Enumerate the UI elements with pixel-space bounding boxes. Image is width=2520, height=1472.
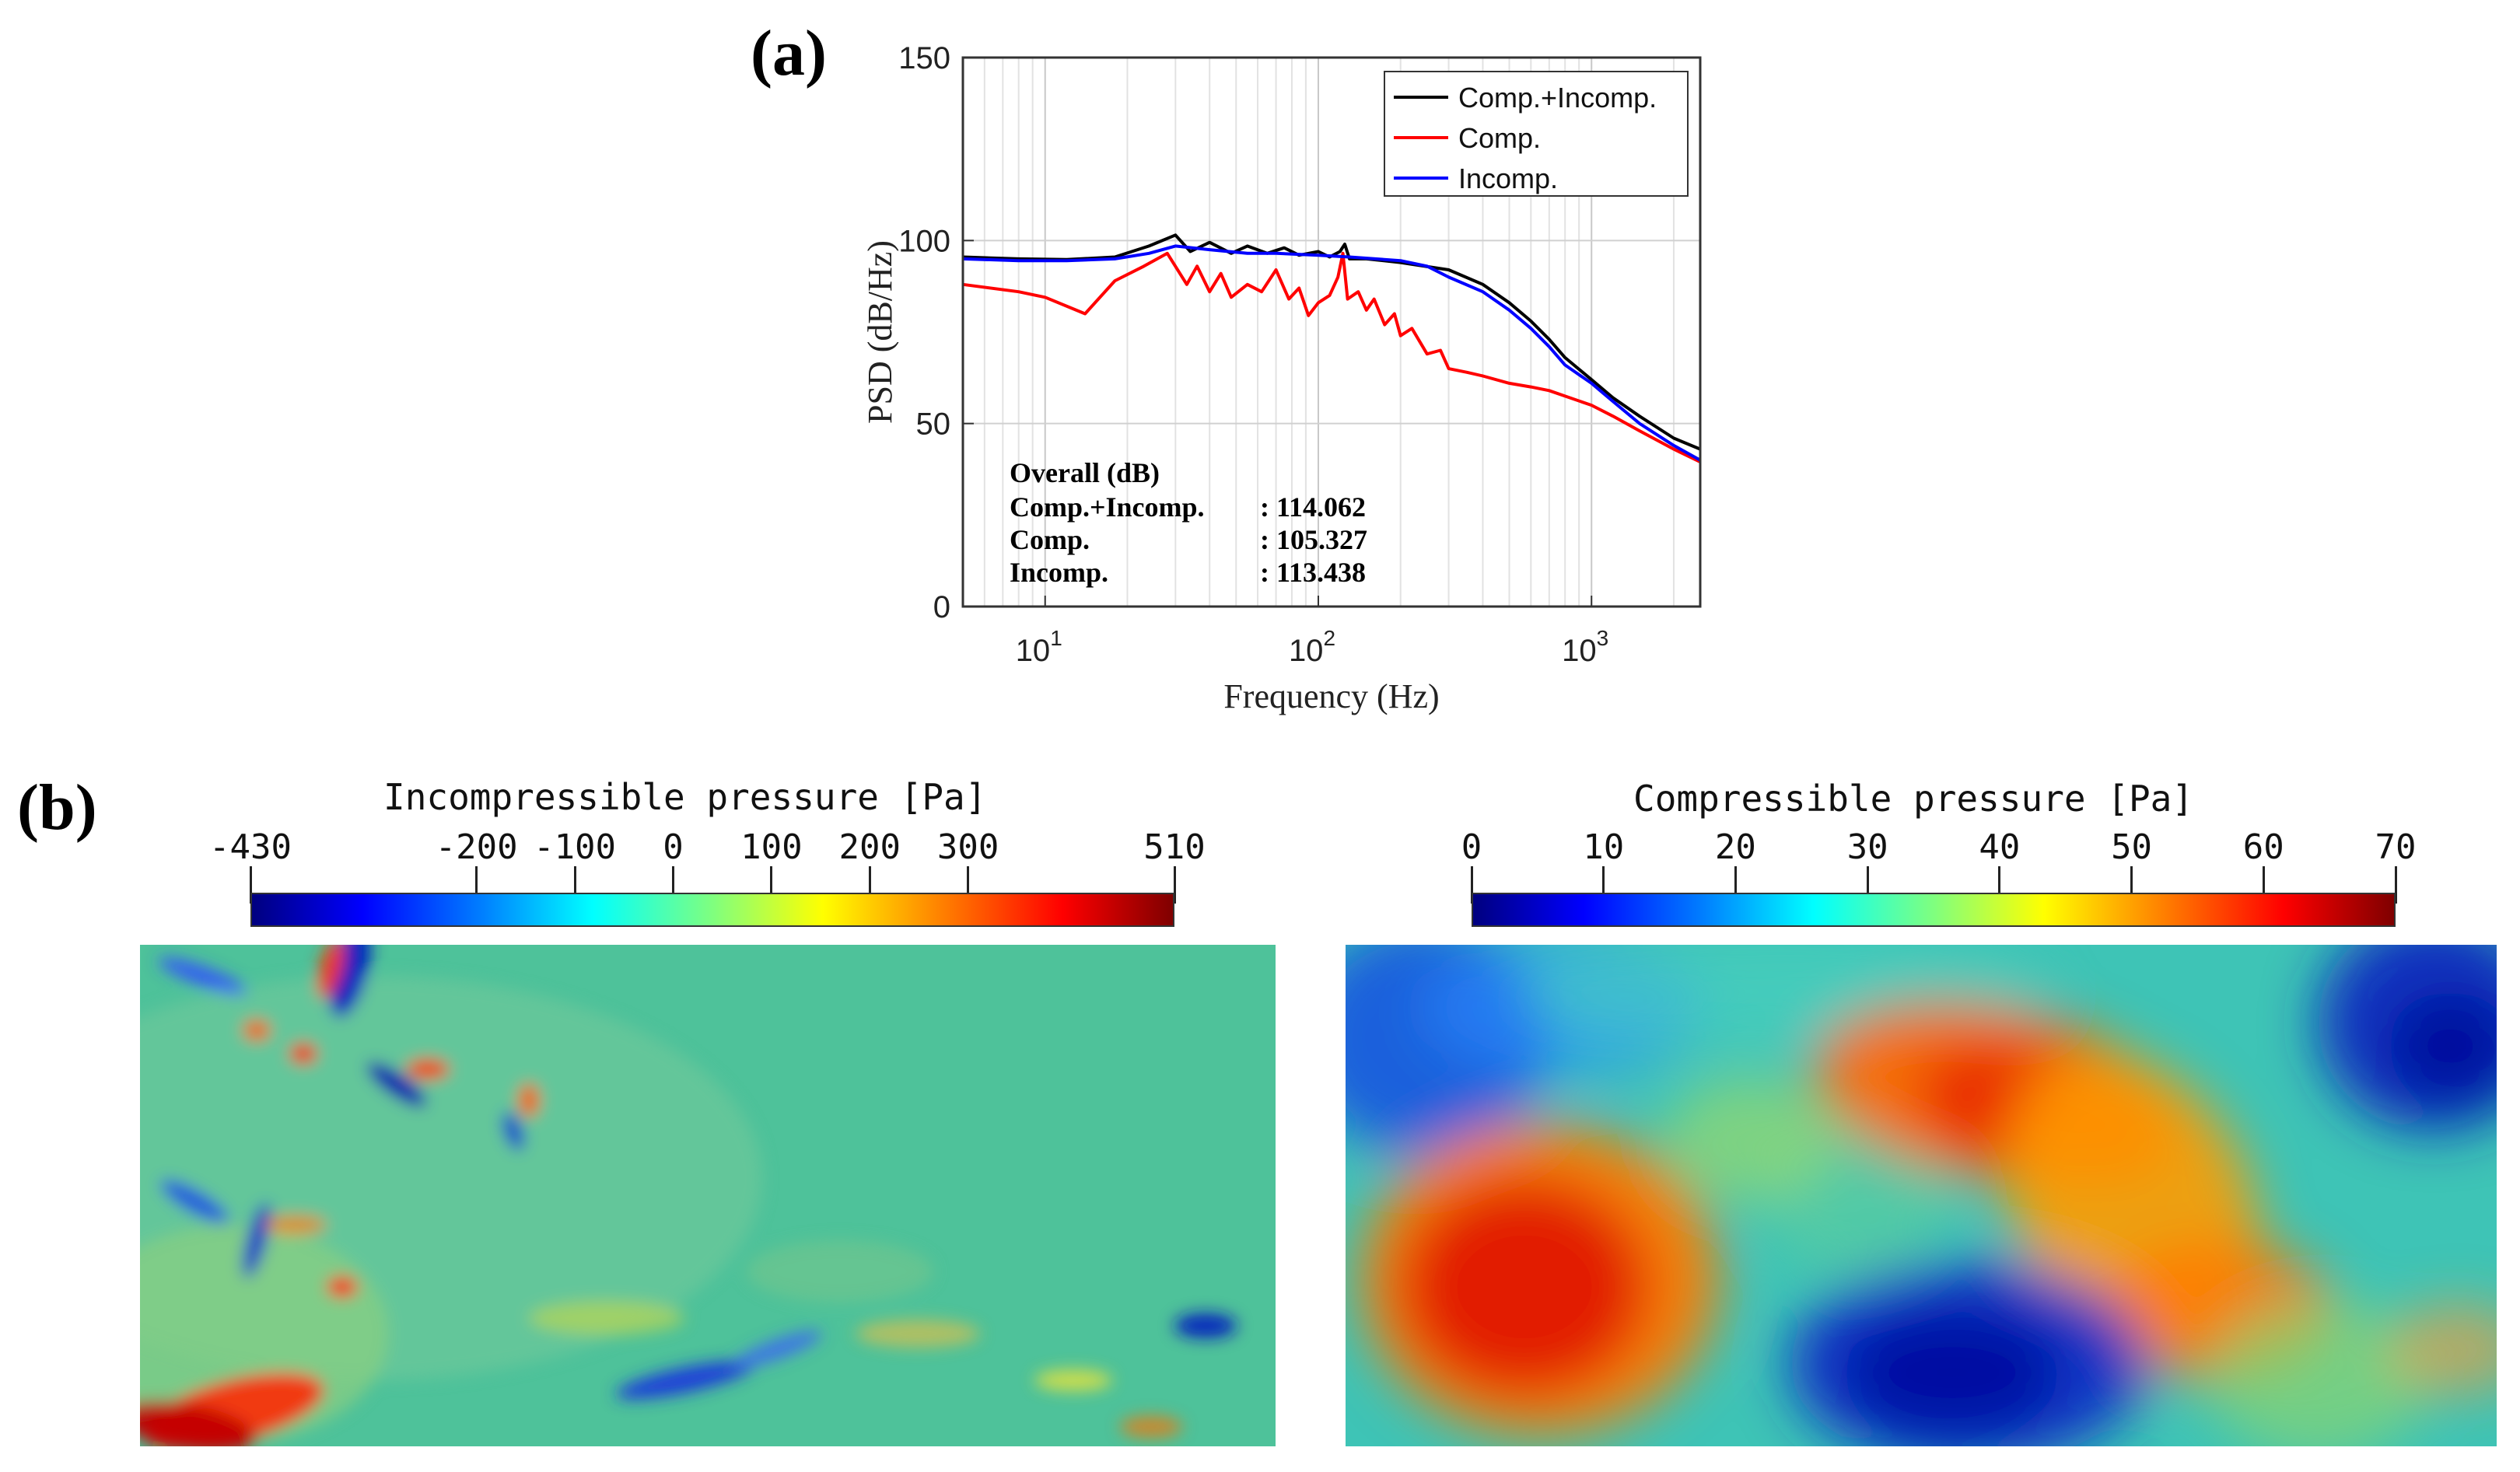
pressure-blob [1843, 1310, 2061, 1435]
colorbar-tick-mark [868, 866, 871, 904]
colorbar-tick-mark [1998, 866, 2001, 904]
colorbar-tick-label: -430 [209, 827, 292, 867]
series-layer [962, 233, 1701, 463]
pressure-blob [406, 1058, 450, 1080]
colorbar-tick-label: -100 [534, 827, 617, 867]
pressure-blob [502, 1112, 525, 1151]
x-tick-label: 101 [1016, 626, 1062, 668]
pressure-blob [733, 1330, 822, 1368]
colorbar-tick-mark [1734, 866, 1737, 904]
legend: Comp.+Incomp. Comp. Incomp. [1384, 71, 1689, 197]
pressure-blob [327, 1276, 358, 1298]
colorbar-tick-label: 40 [1979, 827, 2021, 867]
incompressible-colorbar-title: Incompressible pressure [Pa] [383, 776, 987, 818]
colorbar-tick-label: 70 [2375, 827, 2417, 867]
pressure-blob [2388, 1302, 2497, 1396]
legend-entry: Comp. [1458, 122, 1541, 154]
colorbar-tick-mark [2130, 866, 2133, 904]
series-line-incomp- [962, 244, 1701, 462]
colorbar-tick-label: 60 [2242, 827, 2284, 867]
incompressible-pressure-field [140, 945, 1276, 1446]
colorbar-tick-label: 0 [663, 827, 684, 867]
colorbar-tick-label: 50 [2111, 827, 2153, 867]
colorbar-tick-label: 200 [838, 827, 901, 867]
pressure-blob [366, 1062, 427, 1107]
colorbar-tick-mark [770, 866, 773, 904]
pressure-blob [615, 1361, 754, 1400]
annotation-row-value: : 113.438 [1260, 557, 1366, 588]
pressure-blob [1034, 1369, 1112, 1391]
pressure-blob [747, 1240, 933, 1302]
colorbar-tick-mark [2394, 866, 2397, 904]
legend-entry: Incomp. [1458, 163, 1558, 194]
colorbar-tick-mark [1602, 866, 1605, 904]
y-tick-label: 100 [898, 224, 950, 258]
annotation-row-label: Comp.+Incomp. [1010, 491, 1205, 523]
colorbar-tick-mark [967, 866, 970, 904]
pressure-blob [317, 945, 345, 998]
pressure-blob [140, 1225, 389, 1442]
plot-frame [961, 56, 1702, 608]
colorbar-tick-mark [1470, 866, 1473, 904]
colorbar-tick-label: 510 [1143, 827, 1206, 867]
pressure-blob [160, 1180, 229, 1223]
colorbar-tick-label: 100 [740, 827, 803, 867]
colorbar-tick-mark [573, 866, 576, 904]
annotation-title: Overall (dB) [1010, 457, 1160, 488]
colorbar-tick-mark [671, 866, 674, 904]
panel-a-label: (a) [751, 17, 827, 89]
colorbar-tick-label: 0 [1461, 827, 1482, 867]
pressure-blob [2209, 1302, 2427, 1446]
pressure-blob [329, 945, 371, 1018]
colorbar-tick-mark [1173, 866, 1176, 904]
pressure-blob [158, 957, 247, 995]
series-line-comp-incomp- [962, 233, 1701, 451]
pressure-blob [529, 1301, 684, 1335]
panel-b-label: (b) [17, 771, 97, 844]
pressure-blob [289, 1043, 317, 1065]
pressure-blob [1664, 1077, 1836, 1201]
legend-entry: Comp.+Incomp. [1458, 82, 1657, 114]
axes: 0 50 100 150 101 102 103 Frequency (Hz) PSD (dB/… [861, 41, 1608, 715]
colorbar-tick-label: 30 [1846, 827, 1888, 867]
compressible-colorbar [1472, 893, 2396, 927]
annotation-row-label: Incomp. [1010, 557, 1108, 588]
colorbar-tick-mark [475, 866, 478, 904]
annotation-row-label: Comp. [1010, 524, 1090, 555]
x-tick-label: 103 [1562, 626, 1608, 668]
annotation-row-value: : 105.327 [1260, 524, 1367, 555]
y-tick-label: 0 [933, 590, 950, 624]
colorbar-tick-mark [2262, 866, 2265, 904]
x-axis-label: Frequency (Hz) [1223, 677, 1439, 715]
y-axis-label: PSD (dB/Hz) [861, 240, 899, 424]
series-line-comp- [962, 251, 1701, 463]
pressure-blob [856, 1320, 980, 1348]
pressure-blob [1400, 1178, 1649, 1396]
y-tick-label: 50 [916, 407, 951, 442]
pressure-blob [1120, 1416, 1182, 1438]
colorbar-tick-label: -200 [435, 827, 518, 867]
compressible-pressure-field [1346, 945, 2497, 1446]
colorbar-tick-label: 300 [936, 827, 999, 867]
pressure-blob [264, 1215, 327, 1234]
annotation-row-value: : 114.062 [1260, 491, 1366, 523]
x-tick-label: 102 [1289, 626, 1335, 668]
incompressible-colorbar [250, 893, 1174, 927]
pressure-blob [243, 1202, 271, 1278]
colorbar-tick-label: 20 [1714, 827, 1756, 867]
pressure-blob [140, 1400, 256, 1446]
pressure-blob [518, 1083, 540, 1117]
overall-annotation: Overall (dB)Comp.+Incomp. : 114.062 Comp.:… [1010, 457, 1367, 588]
pressure-blob [243, 1019, 271, 1041]
colorbar-tick-mark [1866, 866, 1869, 904]
legend-box [1384, 71, 1689, 197]
pressure-blob [2388, 991, 2497, 1100]
y-tick-label: 150 [898, 41, 950, 75]
colorbar-tick-label: 10 [1583, 827, 1625, 867]
psd-chart: 0 50 100 150 101 102 103 Frequency (Hz) PSD (dB/… [861, 41, 1702, 715]
colorbar-tick-mark [249, 866, 252, 904]
compressible-colorbar-title: Compressible pressure [Pa] [1633, 778, 2194, 820]
pressure-blob [1174, 1313, 1237, 1338]
